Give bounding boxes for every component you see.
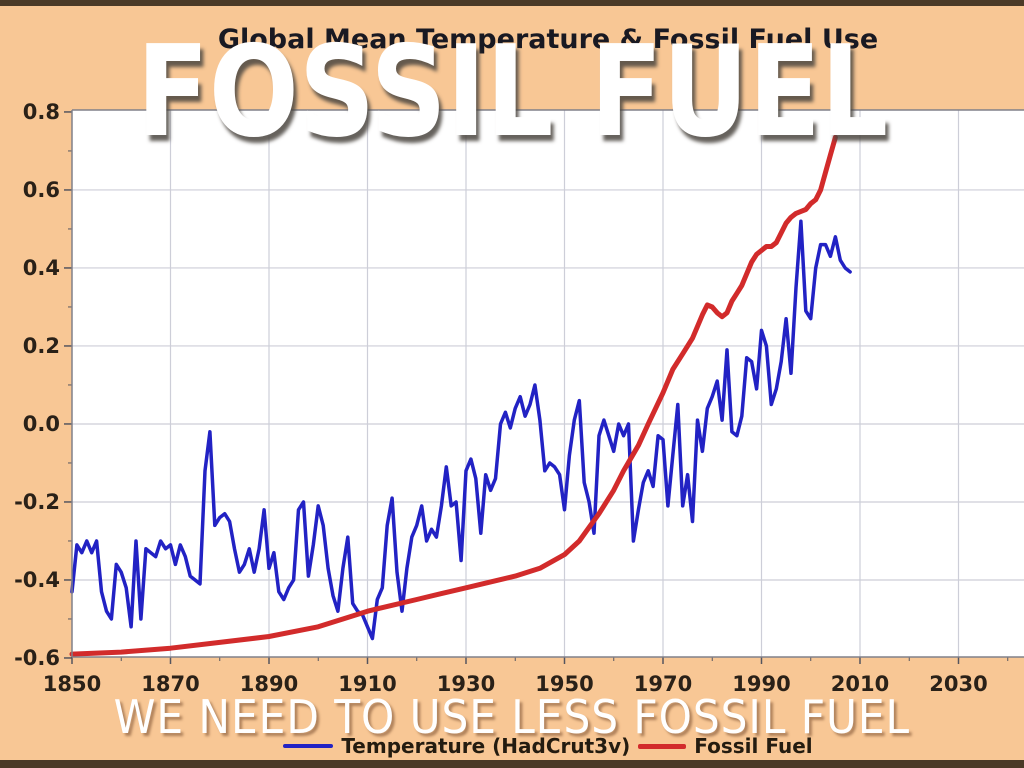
chart-legend: Temperature (HadCrut3v) Fossil Fuel [72,734,1024,758]
y-tick-label: 0.2 [22,333,60,358]
y-tick-label: 0.4 [22,255,60,280]
y-tick-label: -0.6 [14,645,60,670]
fossil-fuel-legend-swatch [638,743,687,749]
overlay-caption: WE NEED TO USE LESS FOSSIL FUEL [0,692,1024,743]
slide-bottom-border [0,760,1024,768]
x-tick-label: 1890 [239,672,299,696]
y-tick-label: -0.2 [14,489,60,514]
x-tick-label: 1990 [732,672,791,696]
chart-title: Global Mean Temperature & Fossil Fuel Us… [217,24,879,55]
overlay-title: FOSSIL FUEL [0,18,1024,165]
x-tick-label: 1950 [535,672,594,696]
chart-canvas [64,109,1024,664]
temperature-legend-swatch [283,744,334,748]
slide-top-border [0,0,1024,6]
y-tick-label: 0.6 [22,177,60,202]
x-tick-label: 2010 [830,672,890,696]
x-tick-label: 1970 [633,672,693,696]
fossil-fuel-line [69,134,838,657]
y-tick-label: 0.8 [22,99,60,124]
temperature-legend-label: Temperature (HadCrut3v) [341,734,631,758]
x-tick-label: 1870 [141,672,200,696]
x-tick-label: 1930 [436,672,496,696]
y-tick-label: -0.4 [14,567,60,592]
fossil-fuel-legend-label: Fossil Fuel [694,734,813,758]
y-tick-label: 0.0 [22,411,60,436]
plot-background [72,110,1024,657]
overlay-title-text: FOSSIL FUEL [136,18,888,165]
x-tick-label: 1910 [338,672,397,696]
x-tick-label: 2030 [929,672,988,696]
plot-spines [71,109,1024,658]
temperature-line [70,219,852,641]
x-tick-label: 1850 [42,672,102,696]
overlay-caption-text: WE NEED TO USE LESS FOSSIL FUEL [113,690,911,744]
